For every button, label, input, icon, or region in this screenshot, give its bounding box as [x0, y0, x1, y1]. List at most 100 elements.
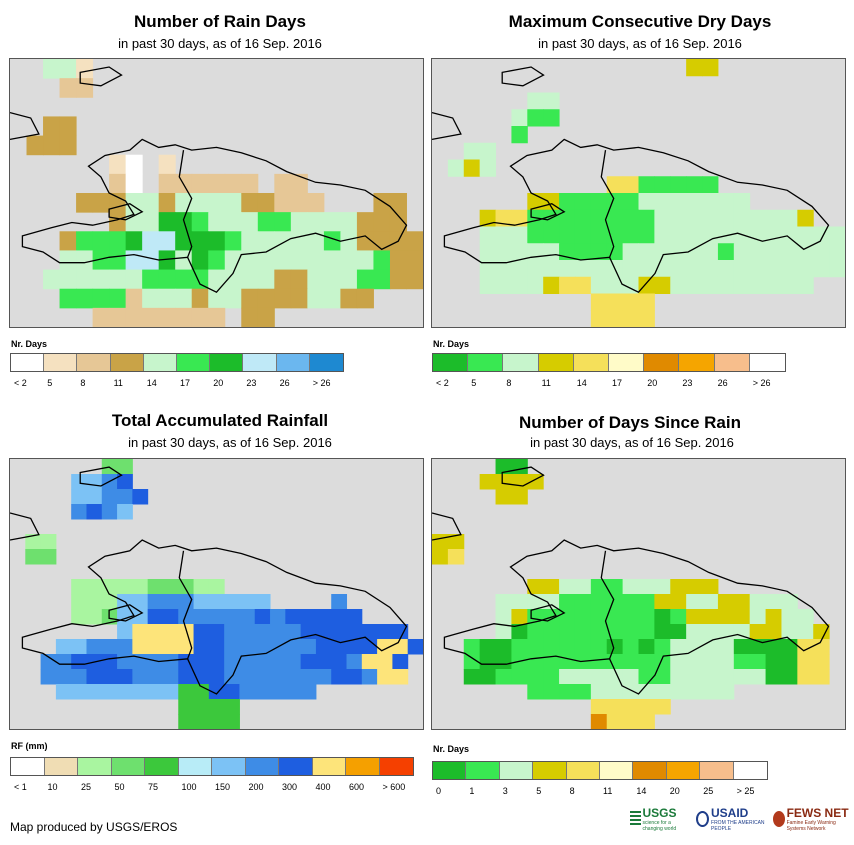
- grid-cell: [622, 654, 639, 670]
- legend-tick-label: 20: [647, 378, 658, 388]
- grid-cell: [495, 654, 512, 670]
- grid-cell: [392, 639, 409, 655]
- grid-cell: [274, 193, 292, 213]
- grid-cell: [511, 260, 528, 278]
- grid-cell: [241, 269, 259, 290]
- legend-swatch: [573, 354, 609, 371]
- grid-cell: [654, 193, 671, 211]
- grid-cell: [274, 269, 292, 290]
- map-rain-days: [9, 58, 424, 328]
- grid-cell: [142, 288, 160, 309]
- grid-cell: [125, 154, 143, 175]
- legend-tick-label: 8: [506, 378, 512, 388]
- grid-cell: [781, 243, 798, 261]
- grid-cell: [257, 231, 275, 251]
- map-max-dry-days: [431, 58, 846, 328]
- grid-cell: [224, 699, 240, 715]
- grid-cell: [590, 209, 608, 227]
- panel-title-days-since-rain: Number of Days Since Rain: [518, 413, 741, 432]
- grid-cell: [606, 714, 624, 729]
- grid-cell: [71, 489, 87, 505]
- grid-cell: [781, 276, 798, 294]
- grid-cell: [606, 684, 624, 700]
- grid-cell: [717, 654, 735, 670]
- grid-cell: [543, 654, 560, 670]
- grid-cell: [463, 639, 481, 655]
- grid-cell: [670, 176, 687, 194]
- grid-cell: [208, 269, 226, 290]
- legend-tick-label: 11: [541, 378, 551, 388]
- grid-cell: [559, 669, 576, 685]
- grid-cell: [686, 276, 703, 294]
- grid-cell: [241, 193, 259, 213]
- grid-cell: [361, 669, 378, 685]
- legend-tick-label: 3: [502, 786, 508, 796]
- grid-cell: [300, 654, 317, 670]
- grid-cell: [574, 579, 592, 595]
- grid-cell: [101, 654, 118, 670]
- grid-cell: [147, 594, 164, 610]
- grid-cell: [208, 669, 225, 685]
- grid-cell: [702, 609, 719, 625]
- grid-cell: [686, 684, 703, 700]
- grid-cell: [590, 639, 608, 655]
- grid-cell: [797, 260, 814, 278]
- legend-swatch: [11, 758, 45, 775]
- grid-cell: [733, 624, 751, 640]
- grid-cell: [208, 173, 226, 194]
- grid-cell: [257, 307, 275, 327]
- grid-cell: [432, 534, 449, 550]
- grid-cell: [670, 624, 687, 640]
- grid-cell: [479, 639, 497, 655]
- legend-tick-label: > 26: [752, 378, 771, 388]
- grid-cell: [71, 579, 87, 595]
- grid-cell: [300, 669, 317, 685]
- grid-cell: [590, 714, 608, 729]
- grid-cell: [702, 59, 719, 77]
- grid-cell: [55, 639, 72, 655]
- grid-cell: [590, 276, 608, 294]
- grid-cell: [270, 654, 286, 670]
- grid-cell: [193, 594, 210, 610]
- grid-cell: [101, 489, 118, 505]
- grid-cell: [71, 504, 87, 520]
- grid-cell: [590, 310, 608, 327]
- grid-cell: [574, 276, 592, 294]
- grid-cell: [257, 269, 275, 290]
- grid-cell: [622, 226, 639, 244]
- panel-subtitle-rain-days: in past 30 days, as of 16 Sep. 2016: [118, 36, 322, 51]
- grid-cell: [765, 226, 782, 244]
- grid-cell: [447, 159, 465, 177]
- grid-cell: [307, 269, 325, 290]
- grid-cell: [208, 609, 225, 625]
- grid-cell: [479, 226, 497, 244]
- grid-cell: [638, 684, 655, 700]
- grid-cell: [117, 579, 133, 595]
- grid-cell: [92, 269, 110, 290]
- grid-cell: [224, 288, 242, 309]
- grid-cell: [254, 594, 271, 610]
- grid-cell: [670, 639, 687, 655]
- grid-cell: [158, 250, 176, 271]
- legend-swatch: [679, 354, 715, 371]
- grid-cell: [162, 579, 179, 595]
- grid-cell: [270, 609, 286, 625]
- legend-tick-label: 26: [717, 378, 728, 388]
- grid-cell: [590, 293, 608, 311]
- grid-cell: [622, 293, 639, 311]
- grid-cell: [158, 173, 176, 194]
- grid-cell: [241, 307, 259, 327]
- grid-cell: [813, 654, 830, 670]
- grid-cell: [574, 684, 592, 700]
- grid-cell: [638, 293, 655, 311]
- grid-cell: [71, 594, 87, 610]
- grid-cell: [702, 669, 719, 685]
- grid-cell: [71, 474, 87, 490]
- grid-cell: [361, 639, 378, 655]
- grid-cell: [559, 579, 576, 595]
- grid-cell: [125, 173, 143, 194]
- grid-cell: [447, 549, 465, 565]
- grid-cell: [638, 624, 655, 640]
- grid-cell: [797, 209, 814, 227]
- grid-cell: [590, 579, 608, 595]
